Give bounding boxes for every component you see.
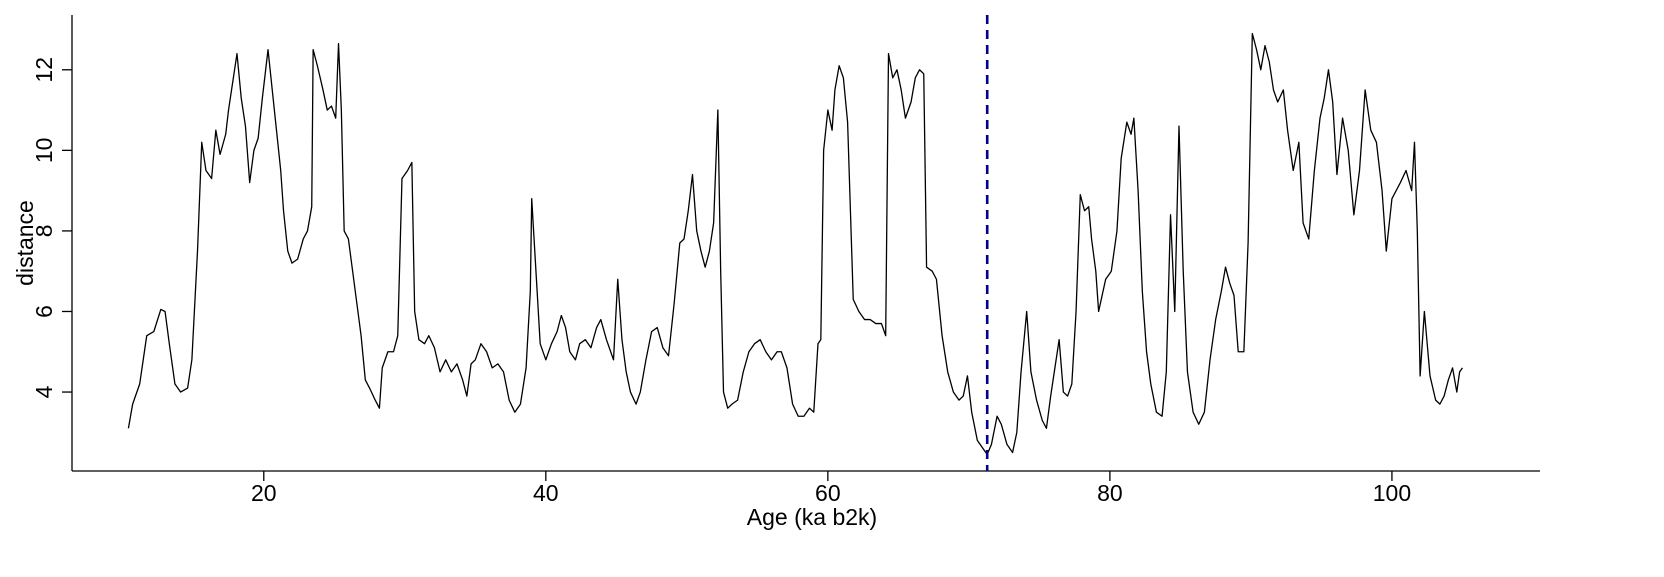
y-axis-label: distance: [12, 200, 38, 286]
x-tick-label: 60: [815, 480, 841, 506]
data-line: [127, 32, 1463, 456]
y-tick-label: 10: [31, 138, 57, 164]
y-tick-label: 8: [31, 225, 57, 238]
x-tick-label: 80: [1097, 480, 1123, 506]
x-tick-label: 100: [1373, 480, 1411, 506]
x-tick-label: 40: [533, 480, 559, 506]
y-tick-label: 4: [31, 385, 57, 398]
y-tick-label: 12: [31, 57, 57, 83]
x-axis-label: Age (ka b2k): [747, 504, 877, 530]
y-tick-label: 6: [31, 305, 57, 318]
x-tick-label: 20: [251, 480, 277, 506]
